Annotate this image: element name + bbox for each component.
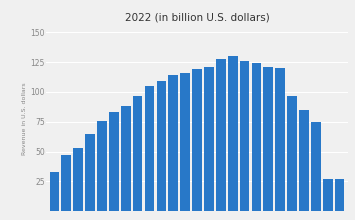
- Bar: [252, 63, 261, 211]
- Bar: [97, 121, 107, 211]
- Bar: [61, 155, 71, 211]
- Bar: [263, 67, 273, 211]
- Bar: [287, 95, 297, 211]
- Bar: [311, 122, 321, 211]
- Bar: [192, 69, 202, 211]
- Bar: [299, 110, 309, 211]
- Bar: [121, 106, 131, 211]
- Bar: [180, 73, 190, 211]
- Y-axis label: Revenue in U.S. dollars: Revenue in U.S. dollars: [22, 82, 27, 155]
- Bar: [216, 59, 226, 211]
- Bar: [85, 134, 95, 211]
- Bar: [240, 61, 250, 211]
- Bar: [228, 56, 237, 211]
- Title: 2022 (in billion U.S. dollars): 2022 (in billion U.S. dollars): [125, 13, 269, 23]
- Bar: [204, 67, 214, 211]
- Bar: [323, 179, 333, 211]
- Bar: [168, 75, 178, 211]
- Bar: [157, 81, 166, 211]
- Bar: [144, 86, 154, 211]
- Bar: [335, 179, 344, 211]
- Bar: [50, 172, 59, 211]
- Bar: [73, 148, 83, 211]
- Bar: [275, 68, 285, 211]
- Bar: [133, 95, 142, 211]
- Bar: [109, 112, 119, 211]
